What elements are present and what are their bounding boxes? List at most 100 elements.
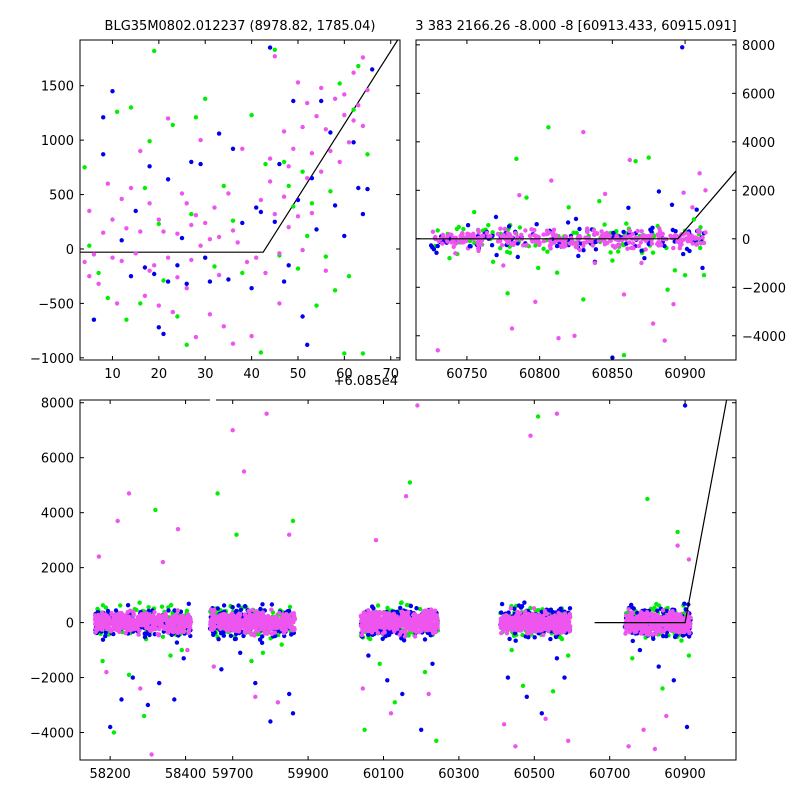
data-point-series-1: [377, 661, 382, 666]
band-point: [215, 614, 221, 620]
band-point: [646, 632, 651, 637]
band-point: [113, 623, 118, 629]
band-point: [406, 622, 411, 628]
data-point-series-1: [332, 288, 338, 293]
band-point: [172, 622, 177, 627]
data-point-series-2: [87, 208, 92, 214]
data-point-series-2: [476, 248, 481, 254]
band-point: [630, 241, 636, 246]
band-point: [366, 608, 371, 613]
band-point: [515, 241, 520, 246]
band-point: [103, 605, 109, 610]
band-point: [364, 621, 370, 627]
band-point: [602, 242, 608, 247]
data-point-series-0: [277, 161, 282, 167]
data-point-series-2: [513, 744, 518, 749]
band-point: [110, 627, 115, 632]
data-point-series-2: [602, 191, 608, 197]
band-point: [456, 224, 461, 230]
band-point: [182, 623, 187, 628]
x-tick-label: 58400: [165, 767, 206, 782]
data-point-series-1: [309, 201, 315, 206]
band-point: [490, 230, 495, 235]
band-point: [238, 607, 244, 612]
band-point: [698, 245, 703, 251]
band-point: [137, 628, 142, 633]
band-point: [489, 243, 495, 248]
band-point: [664, 614, 669, 619]
band-point: [561, 623, 566, 628]
band-point: [685, 231, 691, 236]
band-point: [661, 628, 667, 634]
y-tick-label: 1000: [41, 134, 74, 149]
data-point-series-2: [226, 191, 231, 196]
data-point-series-1: [161, 278, 166, 283]
band-point: [574, 230, 579, 236]
data-point-series-0: [165, 279, 171, 284]
band-point: [385, 605, 390, 611]
band-point: [499, 243, 505, 248]
band-point: [524, 242, 529, 248]
band-point: [266, 628, 272, 634]
data-point-series-0: [351, 140, 356, 145]
band-point: [142, 618, 147, 623]
band-point: [640, 616, 645, 621]
band-point: [526, 615, 531, 621]
band-point: [234, 621, 239, 626]
data-point-series-0: [161, 331, 166, 337]
band-point: [670, 227, 675, 233]
data-point-series-0: [290, 711, 296, 716]
data-point-series-2: [650, 321, 656, 326]
band-point: [115, 620, 120, 625]
data-point-series-2: [160, 559, 166, 565]
data-point-series-1: [240, 270, 245, 276]
band-point: [505, 240, 511, 245]
data-point-series-2: [115, 518, 120, 524]
x-tick-label: 60700: [589, 767, 630, 782]
band-point: [186, 601, 191, 606]
band-point: [436, 238, 441, 244]
band-point: [390, 619, 395, 624]
data-point-series-0: [694, 207, 699, 212]
data-point-series-1: [272, 47, 277, 52]
band-point: [502, 619, 508, 624]
data-point-series-2: [258, 197, 264, 203]
data-point-series-0: [253, 680, 258, 686]
data-point-series-1: [365, 152, 370, 157]
band-point: [385, 616, 390, 621]
band-point: [289, 632, 294, 637]
band-point: [553, 634, 559, 640]
band-point: [508, 620, 514, 625]
band-point: [573, 244, 578, 249]
band-point: [577, 226, 582, 232]
band-point: [679, 242, 684, 247]
band-point: [686, 621, 692, 626]
data-point-series-0: [101, 115, 106, 120]
x-tick-label: 40: [243, 367, 260, 382]
band-point: [548, 619, 554, 624]
band-point: [617, 242, 622, 247]
band-point: [569, 238, 575, 244]
band-point: [591, 228, 596, 233]
data-point-series-0: [534, 222, 539, 227]
band-point: [168, 602, 174, 608]
data-point-series-2: [572, 333, 577, 338]
x-tick-label: 70: [382, 367, 399, 382]
data-point-series-1: [362, 727, 367, 732]
band-point: [273, 633, 278, 639]
data-point-series-2: [652, 746, 658, 752]
data-point-series-2: [119, 258, 124, 264]
band-point: [175, 608, 181, 613]
band-point: [667, 613, 673, 619]
band-point: [416, 613, 421, 619]
data-point-series-1: [360, 351, 366, 356]
band-point: [690, 241, 695, 246]
band-point: [122, 620, 127, 626]
band-point: [499, 610, 504, 615]
data-point-series-2: [147, 201, 152, 206]
data-point-series-1: [356, 63, 361, 69]
band-point: [231, 624, 236, 629]
band-point: [627, 240, 632, 245]
band-point: [161, 624, 166, 629]
data-point-series-2: [300, 124, 305, 130]
